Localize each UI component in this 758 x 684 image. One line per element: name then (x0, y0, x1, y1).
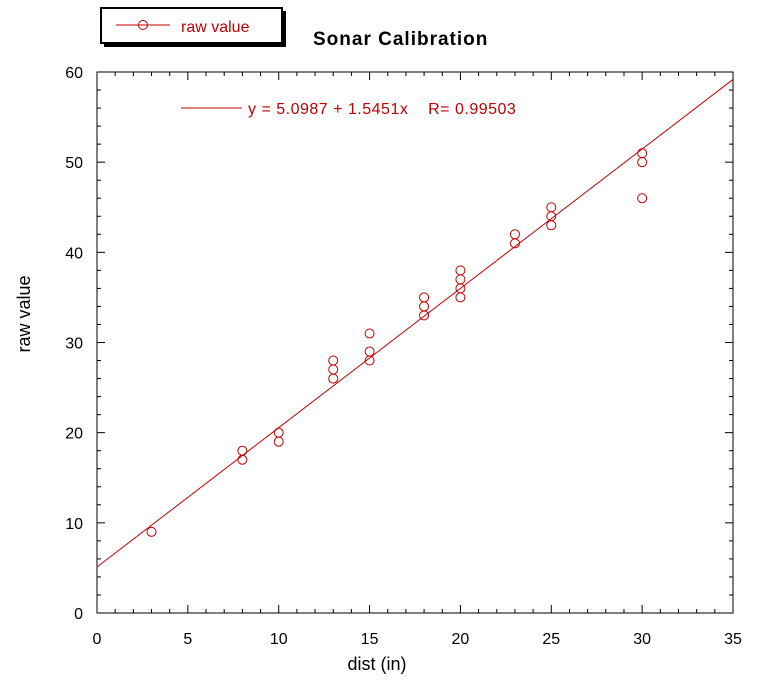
x-tick-label: 0 (93, 631, 102, 648)
y-axis-ticks (97, 71, 733, 614)
legend-label-raw-value: raw value (181, 19, 250, 36)
data-point (237, 454, 248, 465)
x-tick-label: 10 (270, 631, 288, 648)
data-point (273, 436, 284, 447)
y-tick-label: 10 (65, 516, 83, 533)
x-tick-label: 30 (633, 631, 651, 648)
data-point (509, 238, 520, 249)
x-tick-label: 5 (183, 631, 192, 648)
chart-title: Sonar Calibration (313, 29, 488, 50)
data-point (273, 427, 284, 438)
x-tick-label: 35 (724, 631, 742, 648)
data-point (419, 292, 430, 303)
legend: raw value (100, 7, 286, 47)
y-axis-tick-labels: 0 10 20 30 40 50 60 (65, 65, 83, 623)
data-point (328, 364, 339, 375)
data-point (546, 202, 557, 213)
data-point (146, 526, 157, 537)
data-point (546, 220, 557, 231)
y-tick-label: 30 (65, 336, 83, 353)
data-point (364, 346, 375, 357)
data-points (146, 148, 648, 537)
data-point (419, 310, 430, 321)
data-point (364, 328, 375, 339)
x-tick-label: 15 (361, 631, 379, 648)
data-point (637, 157, 648, 168)
data-point (328, 355, 339, 366)
data-point (637, 148, 648, 159)
y-tick-label: 50 (65, 155, 83, 172)
y-tick-label: 40 (65, 245, 83, 262)
data-point (237, 445, 248, 456)
x-axis-ticks (96, 72, 734, 613)
fit-line (96, 79, 734, 568)
y-tick-label: 60 (65, 65, 83, 82)
y-tick-label: 0 (74, 606, 83, 623)
x-tick-label: 25 (542, 631, 560, 648)
x-axis-tick-labels: 0 5 10 15 20 25 30 35 (93, 631, 742, 648)
data-point (328, 373, 339, 384)
x-tick-label: 20 (452, 631, 470, 648)
data-point (419, 301, 430, 312)
data-point (637, 193, 648, 204)
y-axis-label: raw value (14, 275, 34, 352)
legend-marker-circle (138, 20, 148, 30)
data-point (455, 265, 466, 276)
data-point (455, 274, 466, 285)
data-point (509, 229, 520, 240)
x-axis-label: dist (in) (347, 654, 406, 674)
data-point (364, 355, 375, 366)
fit-annotation: y = 5.0987 + 1.5451x R= 0.99503 (181, 101, 516, 118)
y-tick-label: 20 (65, 426, 83, 443)
data-point (455, 292, 466, 303)
fit-equation-label: y = 5.0987 + 1.5451x R= 0.99503 (248, 101, 516, 118)
